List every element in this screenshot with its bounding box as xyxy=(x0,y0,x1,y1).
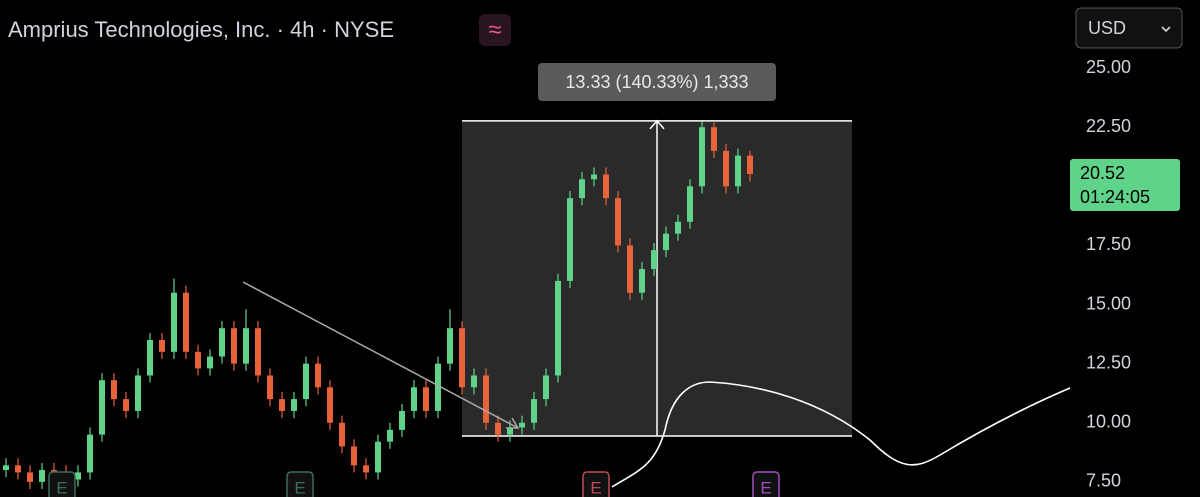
candle-body xyxy=(3,465,9,471)
candle-body xyxy=(435,363,441,411)
earnings-marker-bg xyxy=(286,471,314,497)
earnings-marker: E xyxy=(56,478,67,497)
y-tick-label: 25.00 xyxy=(1086,57,1131,77)
candle-body xyxy=(15,465,21,473)
candle-body xyxy=(567,198,573,281)
trend-line xyxy=(242,281,520,429)
candle-body xyxy=(531,399,537,423)
candle-body xyxy=(207,356,213,369)
candle-body xyxy=(591,174,597,180)
candle-body xyxy=(411,387,417,411)
indicator-curve xyxy=(611,381,1071,488)
plot: 7.50 10.00 12.50 15.00 17.50 22.50 25.00 13.33 … xyxy=(3,57,1180,497)
y-tick-label: 17.50 xyxy=(1086,234,1131,254)
price-tag-bg xyxy=(1070,159,1180,212)
candle-body xyxy=(387,429,393,442)
candle-body xyxy=(39,470,45,482)
earnings-marker-bg xyxy=(752,471,780,497)
candle-body xyxy=(171,292,177,352)
candle-body xyxy=(699,127,705,187)
earnings-marker: E xyxy=(590,478,601,497)
candle-body xyxy=(183,292,189,352)
y-tick-label: 15.00 xyxy=(1086,293,1131,313)
candle-body xyxy=(135,375,141,411)
price-tag-value: 20.52 xyxy=(1080,163,1125,183)
candle-body xyxy=(195,351,201,369)
currency-label[interactable]: USD xyxy=(1088,18,1126,38)
y-tick-label: 12.50 xyxy=(1086,352,1131,372)
candle-body xyxy=(159,340,165,352)
candle-body xyxy=(603,174,609,199)
candle-body xyxy=(447,328,453,364)
candle-body xyxy=(99,380,105,435)
candle-body xyxy=(423,387,429,411)
candle-body xyxy=(711,127,717,151)
candle-body xyxy=(483,375,489,423)
candle-body xyxy=(543,375,549,400)
candle-body xyxy=(267,375,273,400)
candle-body xyxy=(231,328,237,364)
indicator-icon[interactable]: ≈ xyxy=(488,16,501,43)
candle-body xyxy=(75,472,81,480)
candle-body xyxy=(375,441,381,473)
candle-body xyxy=(27,472,33,482)
candle-body xyxy=(327,387,333,423)
candle-body xyxy=(51,470,57,473)
candle-body xyxy=(255,328,261,376)
candle-body xyxy=(87,434,93,473)
candle-body xyxy=(399,410,405,430)
candle-body xyxy=(243,328,249,364)
measure-label-bg xyxy=(538,63,776,101)
candle-body xyxy=(123,399,129,411)
candle-body xyxy=(363,465,369,473)
candle-body xyxy=(675,221,681,234)
candle-body xyxy=(555,280,561,376)
price-tag-countdown: 01:24:05 xyxy=(1080,187,1150,207)
candle-body xyxy=(471,375,477,388)
earnings-marker-bg xyxy=(582,471,610,497)
candle-body xyxy=(147,340,153,376)
candle-body xyxy=(303,363,309,400)
indicator-icon-bg[interactable] xyxy=(479,14,511,46)
candle-body xyxy=(687,186,693,222)
candle-body xyxy=(519,422,525,428)
candle-body xyxy=(219,328,225,357)
earnings-marker: E xyxy=(294,478,305,497)
y-tick-label: 22.50 xyxy=(1086,116,1131,136)
candle-body xyxy=(627,245,633,293)
candle-body xyxy=(279,399,285,411)
select-chevron xyxy=(1161,26,1171,33)
candle-body xyxy=(495,422,501,435)
y-tick-label: 10.00 xyxy=(1086,412,1131,432)
candle-body xyxy=(459,328,465,388)
candle-body xyxy=(663,233,669,251)
measure-arrow-head xyxy=(649,119,665,130)
y-tick-label: 7.50 xyxy=(1086,471,1121,491)
chart-title: Amprius Technologies, Inc. · 4h · NYSE xyxy=(8,17,394,42)
candle-body xyxy=(351,446,357,466)
candle-body xyxy=(315,363,321,388)
currency-select[interactable] xyxy=(1075,7,1183,49)
candle-body xyxy=(639,269,645,293)
measure-label: 13.33 (140.33%) 1,333 xyxy=(565,72,748,92)
candle-body xyxy=(339,422,345,447)
earnings-marker: E xyxy=(760,478,771,497)
candle-body xyxy=(735,155,741,187)
candle-body xyxy=(291,399,297,411)
candle-body xyxy=(651,250,657,270)
candle-body xyxy=(579,179,585,199)
earnings-marker-bg xyxy=(48,471,76,497)
candle-body xyxy=(111,380,117,400)
candle-body xyxy=(747,155,753,175)
candle-body xyxy=(507,427,513,435)
candle-body xyxy=(615,198,621,246)
candle-body xyxy=(723,150,729,187)
